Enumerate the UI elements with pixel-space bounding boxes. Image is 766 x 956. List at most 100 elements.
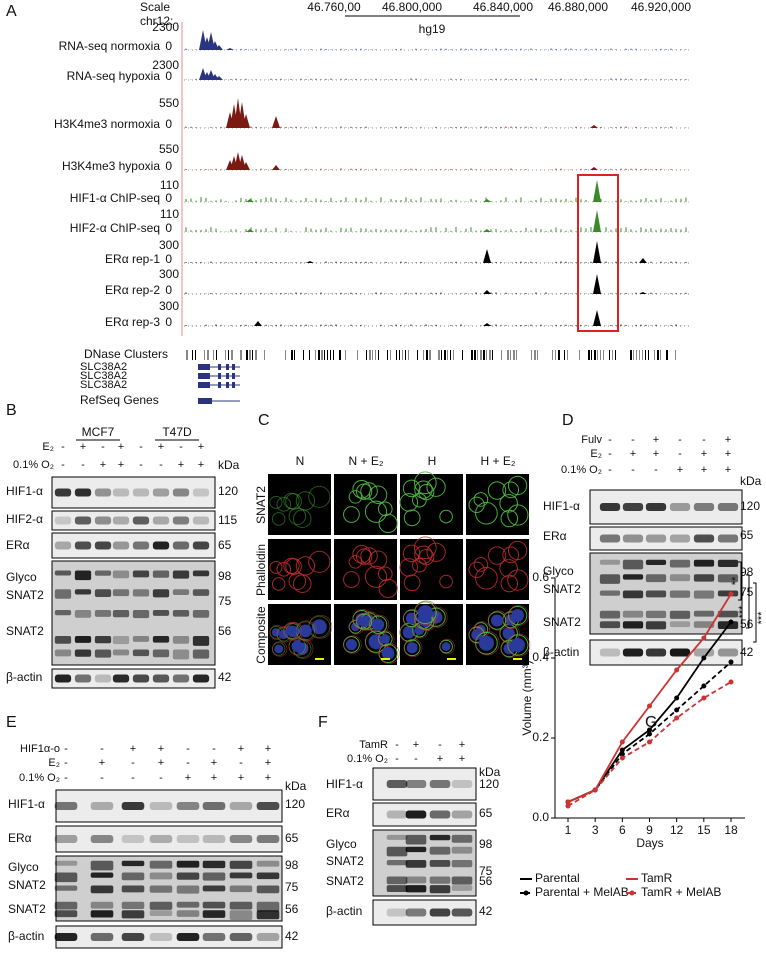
cell-outline [439,509,453,524]
cell-outline [343,571,360,588]
condition-sign: + [211,772,217,784]
kda-value: 65 [218,538,232,552]
blot-band [405,860,427,868]
cell-outline [418,548,435,566]
blot-band [172,649,190,660]
condition-sign: - [212,743,216,755]
cell-outline [475,630,500,656]
track-name: RNA-seq normoxia [59,39,161,53]
condition-sign: - [702,434,706,446]
dnase-bar [357,350,358,360]
dnase-bar [387,350,388,360]
condition-sign: + [725,464,731,476]
data-point [619,751,625,757]
blot-band [451,908,473,917]
condition-sign: + [265,757,271,769]
blot-name: SNAT2 [326,874,364,888]
condition-sign: - [139,459,143,471]
track-peak [593,241,601,263]
blot-band [229,802,253,810]
blot-band [172,589,190,596]
blot-band [94,610,112,617]
cell-outline [468,561,485,578]
track-peak [593,210,601,232]
dnase-bar [636,350,637,360]
blot-band [176,910,200,917]
dnase-bar [213,350,214,360]
kda-value: 115 [218,513,237,527]
dnase-bar [378,350,379,360]
condition-label: 0.1% O₂ [561,464,602,476]
cell-outline [348,490,363,504]
track-name: HIF1-α ChIP-seq [70,191,160,205]
blot-name: Glyco [543,564,574,578]
track-peak [590,167,598,170]
blot-band [54,901,78,910]
blot-band [256,933,280,941]
cell-outline [403,509,421,527]
blot-band [599,648,621,657]
assembly-label: hg19 [419,22,446,36]
cell-outline [502,481,520,499]
blot-band [599,559,621,565]
blot-band [256,885,280,894]
blot-band [90,872,114,878]
blot-band [386,860,408,866]
track-max: 550 [159,142,179,156]
blot-band [54,802,78,810]
condition-sign: + [725,434,731,446]
track-min: 0 [165,221,172,235]
blot-band [256,910,280,920]
dnase-bar [552,350,553,360]
dnase-bar [399,350,400,360]
condition-sign: + [701,464,707,476]
track-name: H3K4me3 hypoxia [62,159,160,173]
dnase-bar [615,350,616,360]
blot-band [54,570,72,576]
dnase-bar [645,350,646,360]
blot-band [54,610,72,616]
data-point [565,803,571,809]
blot-band [429,780,451,788]
x-axis-label: Days [636,836,663,850]
blot-band [717,503,739,511]
data-point [728,679,734,685]
condition-label: 0.1% O₂ [13,459,54,471]
nucleus [402,626,415,639]
dnase-bar [480,350,482,360]
track-name: RNA-seq hypoxia [67,69,161,83]
legend-marker [523,890,529,896]
blot-band [429,876,451,884]
track-peak [593,274,601,294]
blot-band [132,589,150,597]
nucleus [381,647,395,660]
blot-band [192,636,210,646]
blot-band [192,488,210,497]
track-noise [185,48,687,50]
blot-band [693,559,715,567]
blot-band [645,590,667,598]
scale-bar [381,658,390,660]
row-label: Phalloidin [254,544,268,596]
blot-band [717,610,739,618]
legend-label: TamR [641,871,673,885]
blot-band [645,574,667,583]
dnase-bar [264,350,265,360]
blot-band [74,516,92,525]
cell-outline [348,555,363,569]
condition-sign: + [100,459,106,471]
blot-band [90,901,114,909]
blot-band [132,649,150,657]
blot-band [202,901,226,909]
blot-band [94,589,112,597]
dnase-bar [333,350,334,360]
cell-outline [468,496,485,513]
condition-sign: - [239,757,243,769]
condition-label: E₂ [48,757,60,769]
blot-band [112,674,130,683]
cell-outline [288,507,307,525]
cell-outline [288,572,307,590]
blot-name: β-actin [543,645,579,659]
dnase-bar [603,350,604,360]
blot-band [74,649,92,657]
